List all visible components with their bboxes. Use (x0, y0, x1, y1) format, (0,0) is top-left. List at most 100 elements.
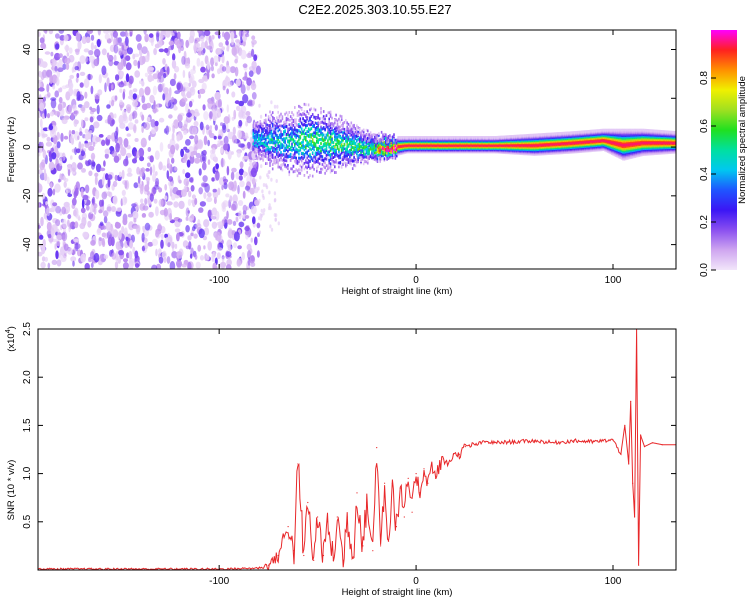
noise-speckle (252, 100, 256, 105)
noise-speckle (41, 61, 48, 68)
noise-speckle (69, 134, 74, 144)
signal-cell (303, 155, 306, 159)
noise-speckle (141, 46, 148, 54)
signal-cell (328, 117, 330, 121)
signal-cell (284, 120, 286, 124)
signal-cell (283, 123, 285, 127)
signal-cell (280, 132, 282, 136)
noise-speckle (270, 227, 274, 232)
noise-speckle (63, 34, 69, 42)
signal-cell (262, 149, 264, 153)
signal-cell (409, 136, 412, 139)
signal-cell (329, 113, 332, 117)
signal-cell (273, 148, 275, 152)
signal-cell (309, 166, 311, 170)
noise-speckle (246, 243, 252, 251)
signal-cell (356, 160, 358, 164)
signal-cell (291, 148, 293, 152)
noise-speckle (273, 213, 277, 217)
noise-speckle (174, 143, 180, 150)
signal-cell (389, 134, 391, 137)
signal-cell (255, 133, 257, 137)
noise-speckle (194, 113, 198, 118)
noise-speckle (221, 66, 227, 72)
noise-speckle (75, 31, 81, 42)
signal-cell (361, 129, 364, 133)
noise-speckle (158, 117, 165, 123)
signal-cell (375, 156, 377, 160)
noise-speckle (67, 169, 71, 177)
signal-cell (298, 113, 300, 117)
noise-speckle (240, 49, 247, 60)
noise-speckle (232, 126, 236, 136)
signal-cell (265, 131, 267, 134)
noise-speckle (203, 135, 208, 146)
signal-cell (340, 130, 343, 134)
noise-speckle (181, 97, 188, 103)
noise-speckle (183, 178, 190, 187)
signal-cell (331, 137, 333, 141)
signal-cell (310, 123, 313, 126)
noise-speckle (246, 52, 253, 59)
signal-cell (270, 132, 273, 135)
signal-cell (385, 136, 387, 140)
signal-cell (298, 129, 300, 133)
noise-speckle (169, 213, 173, 221)
signal-cell (473, 136, 475, 139)
noise-speckle (258, 103, 261, 108)
signal-cell (303, 128, 306, 132)
signal-cell (328, 158, 330, 162)
noise-speckle (203, 30, 211, 37)
noise-speckle (74, 221, 79, 229)
signal-cell (318, 145, 321, 148)
signal-cell (320, 131, 322, 135)
signal-cell (347, 152, 350, 156)
signal-cell (281, 115, 284, 119)
noise-speckle (78, 141, 82, 151)
noise-speckle (222, 124, 227, 134)
noise-speckle (54, 183, 61, 193)
noise-speckle (257, 186, 260, 191)
noise-speckle (158, 198, 164, 207)
signal-cell (283, 161, 285, 165)
signal-cell (252, 149, 255, 153)
signal-cell (314, 157, 317, 161)
signal-cell (291, 145, 293, 148)
signal-cell (306, 124, 308, 127)
signal-cell (298, 152, 300, 156)
signal-cell (369, 155, 372, 158)
signal-cell (385, 153, 387, 156)
signal-cell (327, 150, 329, 154)
signal-cell (335, 129, 337, 133)
signal-cell (305, 132, 307, 135)
signal-cell (270, 135, 273, 138)
signal-cell (342, 145, 344, 148)
signal-cell (327, 143, 329, 146)
noise-speckle (189, 135, 195, 140)
noise-speckle (148, 33, 154, 38)
signal-cell (259, 125, 262, 129)
noise-speckle (182, 168, 186, 175)
signal-cell (269, 110, 271, 114)
noise-speckle (210, 57, 215, 67)
signal-cell (342, 158, 344, 162)
noise-speckle (235, 216, 239, 221)
signal-cell (351, 152, 354, 156)
signal-cell (386, 136, 388, 140)
noise-speckle (235, 78, 241, 87)
signal-cell (267, 147, 270, 151)
signal-cell (369, 138, 372, 142)
noise-speckle (158, 248, 162, 255)
signal-cell (357, 150, 359, 153)
signal-cell (309, 118, 311, 122)
signal-cell (277, 137, 279, 141)
signal-cell (347, 122, 350, 126)
noise-speckle (148, 134, 151, 141)
signal-cell (307, 116, 310, 120)
signal-cell (260, 136, 263, 139)
noise-speckle (214, 124, 218, 131)
signal-cell (362, 155, 365, 158)
noise-speckle (138, 147, 145, 158)
signal-cell (349, 155, 351, 159)
noise-speckle (188, 241, 192, 250)
